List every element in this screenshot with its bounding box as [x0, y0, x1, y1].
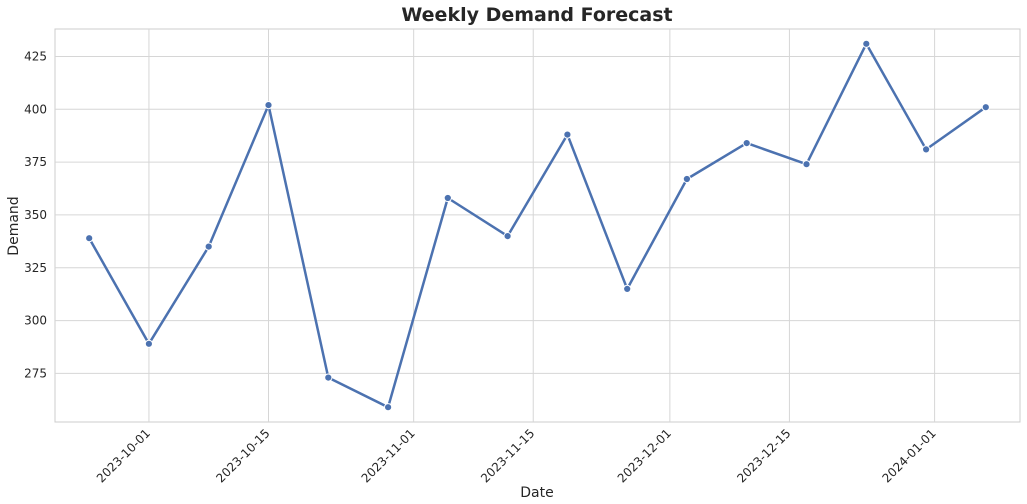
- data-point: [682, 174, 692, 184]
- x-axis-ticks: 2023-10-01 2023-10-15 2023-11-01 2023-11-15…: [94, 426, 939, 485]
- data-point: [623, 284, 632, 293]
- data-point: [503, 232, 512, 241]
- y-tick-label: 350: [24, 208, 47, 222]
- x-tick-label: 2023-12-01: [615, 426, 674, 485]
- data-point: [563, 130, 572, 139]
- x-tick-label: 2023-12-15: [734, 426, 793, 485]
- y-tick-label: 375: [24, 155, 47, 169]
- data-point: [443, 193, 452, 203]
- x-tick-label: 2023-10-01: [94, 426, 153, 485]
- series-line: [87, 42, 988, 409]
- data-point: [981, 103, 990, 112]
- data-point: [862, 39, 871, 48]
- data-point: [144, 339, 153, 348]
- data-point: [85, 234, 94, 243]
- y-tick-label: 300: [24, 314, 47, 328]
- data-point: [324, 373, 333, 382]
- data-point: [204, 242, 213, 251]
- data-point: [802, 160, 811, 169]
- y-tick-label: 325: [24, 261, 47, 275]
- series-demand: [85, 39, 990, 412]
- x-tick-label: 2023-10-15: [213, 426, 272, 485]
- y-axis-label: Demand: [6, 196, 22, 255]
- y-tick-label: 400: [24, 102, 47, 116]
- x-tick-label: 2023-11-15: [478, 426, 537, 485]
- chart-title: Weekly Demand Forecast: [401, 4, 672, 26]
- data-point: [384, 403, 393, 412]
- y-tick-label: 425: [24, 49, 47, 63]
- y-tick-label: 275: [24, 366, 47, 380]
- y-axis-ticks: 275 300 325 350 375 400 425: [24, 49, 47, 380]
- plot-area: [54, 28, 1021, 423]
- data-point: [264, 101, 273, 110]
- data-point: [922, 145, 931, 154]
- data-point: [742, 139, 751, 148]
- grid-lines: [55, 29, 1020, 422]
- x-tick-label: 2024-01-01: [880, 426, 939, 485]
- x-axis-label: Date: [520, 485, 553, 501]
- x-tick-label: 2023-11-01: [359, 426, 418, 485]
